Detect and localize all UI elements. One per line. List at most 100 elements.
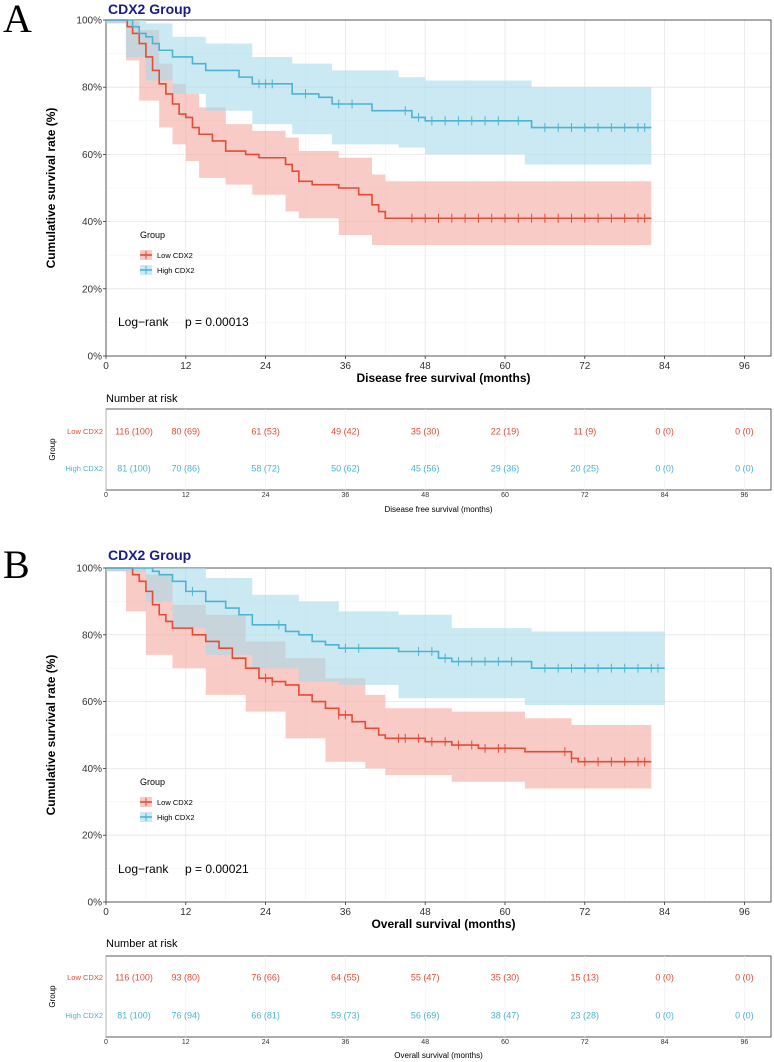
x-tick-label: 36: [340, 361, 352, 372]
risk-count: 20 (25): [571, 464, 600, 474]
risk-count: 76 (66): [251, 973, 280, 983]
risk-count: 80 (69): [172, 427, 201, 437]
y-tick-label: 100%: [76, 16, 102, 27]
risk-x-tick-label: 60: [501, 492, 509, 499]
risk-table-border: [105, 408, 772, 491]
risk-count: 116 (100): [115, 973, 153, 983]
risk-count: 93 (80): [172, 973, 201, 983]
risk-count: 61 (53): [251, 427, 280, 437]
risk-count: 50 (62): [331, 464, 360, 474]
y-tick-label: 60%: [82, 150, 102, 161]
panel-letter: A: [3, 0, 32, 41]
legend-title: Group: [140, 777, 165, 787]
x-tick-label: 60: [499, 361, 511, 372]
risk-x-tick-label: 12: [182, 492, 190, 499]
logrank-label: Log−rank: [118, 862, 169, 876]
y-tick-label: 20%: [82, 831, 102, 842]
risk-count: 0 (0): [735, 1011, 754, 1021]
y-axis-title: Cumulative survival rate (%): [44, 655, 58, 816]
risk-x-tick-label: 0: [104, 1039, 108, 1046]
risk-count: 45 (56): [411, 464, 440, 474]
risk-x-tick-label: 60: [501, 1039, 509, 1046]
risk-x-tick-label: 84: [661, 492, 669, 499]
risk-count: 0 (0): [655, 1011, 674, 1021]
panel-a: A CDX2 Group 0 12 24 36 48 60 72 84 96 0% 20% 40% 60% 8…: [3, 0, 772, 514]
logrank-label: Log−rank: [118, 315, 169, 329]
x-axis-title: Overall survival (months): [371, 917, 515, 931]
risk-count: 0 (0): [655, 464, 674, 474]
risk-group-label: High CDX2: [65, 1011, 103, 1020]
risk-x-axis-title: Disease free survival (months): [384, 505, 492, 514]
x-tick-label: 96: [739, 907, 751, 918]
risk-count: 49 (42): [331, 427, 360, 437]
risk-table-title: Number at risk: [106, 393, 178, 405]
risk-group-axis-label: Group: [48, 438, 57, 461]
legend-entry-label: High CDX2: [157, 813, 195, 822]
risk-table: Number at risk Low CDX2 116 (100) 80 (69) 61…: [48, 393, 772, 514]
risk-group-label: Low CDX2: [67, 973, 103, 982]
risk-table-border: [105, 955, 772, 1038]
legend-entry-label: Low CDX2: [157, 251, 193, 260]
risk-x-tick-label: 0: [104, 492, 108, 499]
y-tick-label: 80%: [82, 630, 102, 641]
chart-title: CDX2 Group: [108, 1, 191, 17]
risk-x-tick-label: 24: [262, 1039, 270, 1046]
p-value: p = 0.00013: [185, 315, 249, 329]
legend: Group Low CDX2 High CDX2: [140, 230, 195, 275]
x-axis-title: Disease free survival (months): [356, 371, 530, 385]
x-tick-label: 96: [739, 361, 751, 372]
y-tick-label: 60%: [82, 697, 102, 708]
high-cdx2-ci-band: [106, 568, 665, 705]
x-tick-label: 12: [180, 907, 192, 918]
x-tick-label: 72: [579, 361, 591, 372]
x-tick-label: 72: [579, 907, 591, 918]
risk-x-axis-title: Overall survival (months): [394, 1051, 483, 1060]
p-value: p = 0.00021: [185, 862, 249, 876]
risk-x-tick-label: 24: [262, 492, 270, 499]
risk-table: Number at risk Low CDX2 116 (100) 93 (80) 76…: [48, 938, 772, 1060]
high-cdx2-curve: [106, 19, 652, 129]
risk-count: 66 (81): [251, 1011, 280, 1021]
y-tick-label: 20%: [82, 284, 102, 295]
risk-table-title: Number at risk: [106, 938, 178, 950]
legend-entry-label: High CDX2: [157, 266, 195, 275]
risk-x-tick-label: 48: [421, 492, 429, 499]
plot-border: [105, 567, 772, 903]
x-tick-label: 0: [103, 361, 109, 372]
legend-title: Group: [140, 230, 165, 240]
risk-x-tick-label: 84: [661, 1039, 669, 1046]
x-tick-label: 60: [499, 907, 511, 918]
risk-x-tick-label: 96: [741, 492, 749, 499]
risk-count: 81 (100): [117, 464, 151, 474]
x-tick-label: 48: [420, 907, 432, 918]
x-tick-label: 24: [260, 907, 272, 918]
risk-x-tick-label: 12: [182, 1039, 190, 1046]
y-tick-label: 80%: [82, 83, 102, 94]
risk-count: 116 (100): [115, 427, 153, 437]
y-tick-label: 40%: [82, 764, 102, 775]
risk-count: 76 (94): [172, 1011, 201, 1021]
risk-count: 0 (0): [655, 427, 674, 437]
risk-count: 0 (0): [735, 427, 754, 437]
risk-x-tick-label: 72: [581, 1039, 589, 1046]
risk-count: 59 (73): [331, 1011, 360, 1021]
risk-count: 55 (47): [411, 973, 440, 983]
risk-count: 64 (55): [331, 973, 360, 983]
risk-count: 35 (30): [491, 973, 520, 983]
x-tick-label: 24: [260, 361, 272, 372]
risk-count: 0 (0): [735, 973, 754, 983]
x-tick-label: 84: [659, 907, 671, 918]
risk-x-tick-label: 36: [342, 1039, 350, 1046]
risk-x-tick-label: 48: [421, 1039, 429, 1046]
risk-count: 70 (86): [172, 464, 201, 474]
risk-x-tick-label: 96: [741, 1039, 749, 1046]
plot-border: [105, 19, 772, 357]
chart-title: CDX2 Group: [108, 547, 191, 563]
y-tick-label: 40%: [82, 217, 102, 228]
panel-letter: B: [3, 542, 30, 587]
risk-count: 22 (19): [491, 427, 520, 437]
x-tick-label: 48: [420, 361, 432, 372]
low-cdx2-curve: [106, 19, 652, 220]
risk-count: 29 (36): [491, 464, 520, 474]
